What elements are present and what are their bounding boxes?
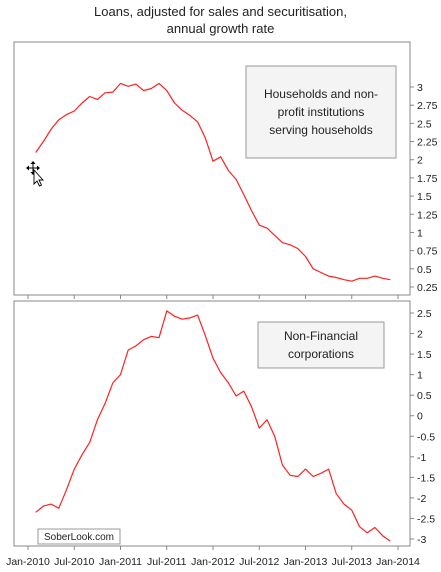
top-y-tick-label: 1.25 — [417, 209, 438, 221]
top-y-tick-label: 0.75 — [417, 246, 438, 258]
watermark-text: SoberLook.com — [44, 532, 114, 543]
top-y-tick-label: 2.25 — [417, 137, 438, 149]
x-tick-label: Jul-2010 — [54, 556, 94, 568]
top-y-tick-label: 3 — [417, 82, 423, 94]
bottom-y-tick-label: 2.5 — [417, 308, 432, 320]
top-y-tick-label: 1.5 — [417, 191, 432, 203]
bottom-y-tick-label: -0.5 — [417, 431, 435, 443]
bottom-y-tick-label: 0 — [417, 411, 423, 423]
bottom-y-tick-label: -2.5 — [417, 513, 435, 525]
bottom-y-tick-label: 1.5 — [417, 349, 432, 361]
x-tick-label: Jul-2012 — [239, 556, 279, 568]
top-series-label-box — [245, 65, 397, 159]
chart-title: Loans, adjusted for sales and securitisa… — [0, 3, 441, 37]
top-series-label-line: Households and non- — [264, 87, 378, 101]
bottom-y-tick-label: 1 — [417, 370, 423, 382]
x-tick-label: Jul-2013 — [332, 556, 372, 568]
x-tick-label: Jan-2014 — [376, 556, 420, 568]
bottom-series-label-box — [257, 321, 385, 369]
top-series-label-line: serving households — [269, 123, 372, 137]
top-series-line — [35, 82, 391, 282]
bottom-y-tick-label: 0.5 — [417, 390, 432, 402]
x-tick-label: Jan-2012 — [191, 556, 235, 568]
bottom-y-tick-label: -3 — [417, 534, 426, 546]
x-tick-label: Jan-2010 — [6, 556, 50, 568]
bottom-y-tick-label: -1 — [417, 452, 426, 464]
move-cursor-icon — [26, 161, 45, 187]
x-tick-label: Jan-2013 — [284, 556, 328, 568]
bottom-series-label-line: Non-Financial — [284, 329, 358, 343]
x-tick-label: Jul-2011 — [147, 556, 187, 568]
top-y-tick-label: 1 — [417, 227, 423, 239]
bottom-y-tick-label: 2 — [417, 329, 423, 341]
top-y-tick-label: 1.75 — [417, 173, 438, 185]
chart-title-line-2: annual growth rate — [166, 21, 275, 36]
top-y-tick-label: 0.25 — [417, 282, 438, 294]
watermark-box — [37, 528, 121, 545]
bottom-plot-frame — [13, 300, 411, 547]
bottom-y-tick-label: -2 — [417, 493, 426, 505]
top-y-tick-label: 2 — [417, 155, 423, 167]
top-y-tick-label: 2.75 — [417, 100, 438, 112]
x-tick-label: Jan-2011 — [99, 556, 142, 568]
bottom-y-tick-label: -1.5 — [417, 472, 435, 484]
bottom-series-label-line: corporations — [288, 347, 354, 361]
top-y-tick-label: 0.5 — [417, 264, 432, 276]
chart-title-line-1: Loans, adjusted for sales and securitisa… — [94, 4, 347, 19]
top-y-tick-label: 2.5 — [417, 118, 432, 130]
top-series-label-line: profit institutions — [278, 105, 365, 119]
top-plot-frame — [13, 41, 411, 296]
bottom-series-line — [35, 310, 391, 542]
